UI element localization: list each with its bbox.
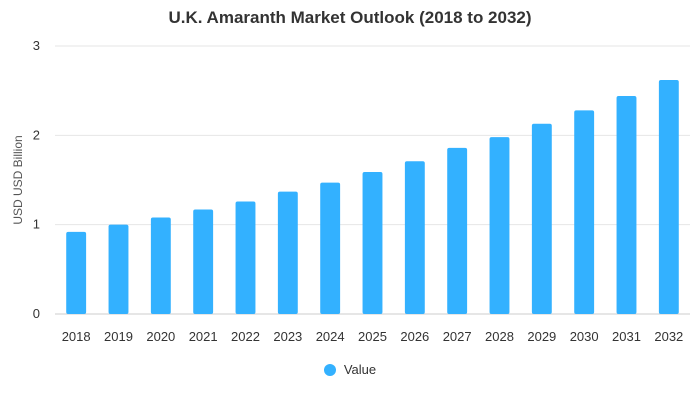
bar-2022[interactable] — [235, 201, 256, 314]
bar-2030[interactable] — [574, 110, 595, 314]
bar-2024[interactable] — [320, 182, 341, 314]
y-tick-label: 0 — [33, 306, 40, 321]
x-tick-label: 2027 — [443, 329, 472, 344]
bar-2020[interactable] — [150, 217, 171, 314]
bar-2018[interactable] — [66, 231, 87, 314]
x-tick-label: 2023 — [273, 329, 302, 344]
bar-2019[interactable] — [108, 224, 129, 314]
x-tick-label: 2031 — [612, 329, 641, 344]
y-tick-label: 3 — [33, 38, 40, 53]
x-tick-label: 2021 — [189, 329, 218, 344]
x-tick-label: 2028 — [485, 329, 514, 344]
x-tick-label: 2020 — [146, 329, 175, 344]
bar-2029[interactable] — [531, 123, 552, 314]
y-axis-ticks: 0 1 2 3 — [33, 38, 40, 321]
x-tick-label: 2018 — [62, 329, 91, 344]
bar-2023[interactable] — [277, 191, 298, 314]
bars — [66, 79, 679, 315]
y-tick-label: 2 — [33, 127, 40, 142]
bar-2032[interactable] — [658, 79, 679, 315]
legend-swatch — [323, 363, 336, 376]
bar-2027[interactable] — [447, 147, 468, 314]
bar-2028[interactable] — [489, 137, 510, 314]
y-axis-title: USD USD Billion — [11, 135, 25, 224]
x-tick-label: 2026 — [400, 329, 429, 344]
x-axis-ticks: 2018 2019 2020 2021 2022 2023 2024 2025 2026 2027… — [62, 329, 684, 344]
x-tick-label: 2024 — [316, 329, 345, 344]
x-tick-label: 2032 — [654, 329, 683, 344]
legend: Value — [0, 362, 700, 377]
bar-2026[interactable] — [404, 161, 425, 314]
x-tick-label: 2030 — [570, 329, 599, 344]
x-tick-label: 2019 — [104, 329, 133, 344]
y-tick-label: 1 — [33, 217, 40, 232]
bar-2025[interactable] — [362, 171, 383, 314]
x-tick-label: 2022 — [231, 329, 260, 344]
bar-2031[interactable] — [616, 96, 637, 314]
legend-label: Value — [343, 362, 377, 377]
x-tick-label: 2025 — [358, 329, 387, 344]
x-tick-label: 2029 — [527, 329, 556, 344]
chart-title: U.K. Amaranth Market Outlook (2018 to 20… — [168, 8, 532, 27]
bar-2021[interactable] — [193, 209, 214, 314]
